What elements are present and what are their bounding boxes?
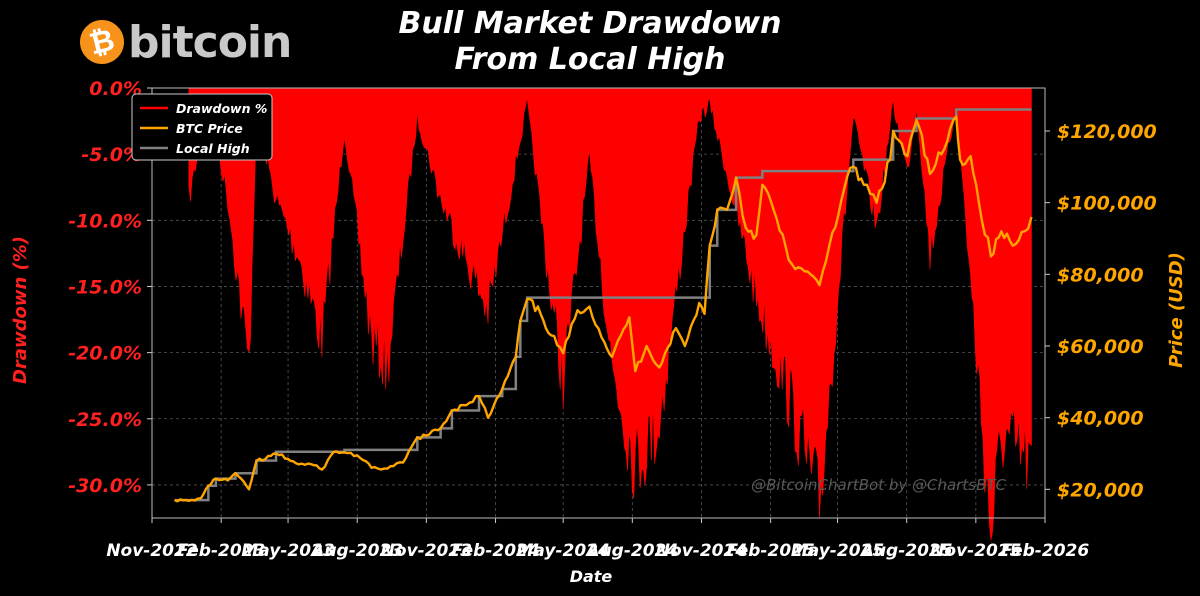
chart-title-line1: Bull Market Drawdown xyxy=(398,6,782,41)
y-left-tick-label: -15.0% xyxy=(68,276,142,298)
y-right-tick-label: $20,000 xyxy=(1057,479,1144,501)
logo-wordmark: bitcoin xyxy=(128,16,292,68)
chart-legend: Drawdown % BTC Price Local High xyxy=(131,93,273,161)
axes-layer xyxy=(147,87,1050,523)
x-tick-label: Nov-2025 xyxy=(930,541,1021,561)
y-left-tick-label: 0.0% xyxy=(89,78,142,100)
y-left-tick-label: -30.0% xyxy=(68,475,142,497)
tick-labels-layer: 0.0% -5.0% -10.0% -15.0% -20.0% -25.0% -30.0% N… xyxy=(68,78,1157,561)
y-left-tick-label: -10.0% xyxy=(68,210,142,232)
y-left-tick-label: -25.0% xyxy=(68,409,142,431)
y-right-tick-label: $40,000 xyxy=(1057,408,1144,430)
legend-box xyxy=(131,93,273,161)
y-right-tick-label: $120,000 xyxy=(1057,121,1157,143)
x-tick-label: May-2025 xyxy=(791,541,884,561)
y-left-tick-label: -20.0% xyxy=(68,343,142,365)
x-tick-label: Nov-2023 xyxy=(381,541,472,561)
legend-label: Local High xyxy=(176,141,250,156)
legend-label: BTC Price xyxy=(176,121,243,136)
x-tick-label: Feb-2024 xyxy=(451,541,539,561)
x-tick-label: Aug-2023 xyxy=(309,541,403,561)
price-line-layer xyxy=(174,115,1033,503)
bitcoin-logo: ₿ bitcoin xyxy=(75,14,292,70)
drawdown-area xyxy=(188,87,1032,541)
y-right-tick-label: $100,000 xyxy=(1057,193,1157,215)
x-tick-label: Aug-2025 xyxy=(859,541,953,561)
plot-frame xyxy=(151,87,1046,519)
x-tick-label: Nov-2024 xyxy=(656,541,747,561)
y-right-tick-label: $60,000 xyxy=(1057,336,1144,358)
watermark: @BitcoinChartBot by @ChartsBTC xyxy=(751,476,1006,494)
chart-title: Bull Market Drawdown From Local High xyxy=(380,6,800,78)
legend-label: Drawdown % xyxy=(176,101,267,116)
y-left-tick-label: -5.0% xyxy=(81,144,142,166)
x-tick-label: Nov-2022 xyxy=(106,541,197,561)
y-right-tick-label: $80,000 xyxy=(1057,264,1144,286)
x-tick-label: Feb-2023 xyxy=(177,541,265,561)
x-tick-label: Aug-2024 xyxy=(584,541,678,561)
x-tick-label: Feb-2025 xyxy=(726,541,814,561)
chart-title-line2: From Local High xyxy=(454,42,726,77)
x-tick-label: May-2024 xyxy=(517,541,610,561)
y-axis-left-label: Drawdown (%) xyxy=(10,236,31,384)
x-tick-label: May-2023 xyxy=(241,541,334,561)
btc-price-line xyxy=(174,115,1033,503)
y-axis-right-label: Price (USD) xyxy=(1166,252,1187,368)
x-axis-label: Date xyxy=(570,567,613,586)
drawdown-area-layer xyxy=(188,87,1032,541)
x-tick-label: Feb-2026 xyxy=(1001,541,1090,561)
